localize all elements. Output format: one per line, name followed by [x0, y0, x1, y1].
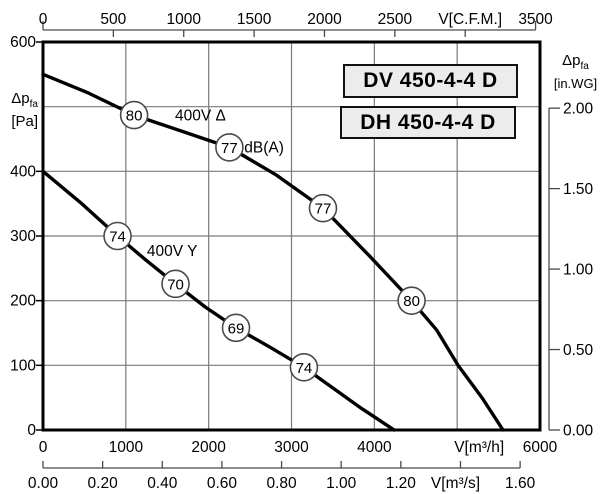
cfm-tick-label: 1500 — [237, 11, 272, 28]
cfm-tick-label: 0 — [39, 11, 48, 28]
db-badge-value: 80 — [403, 293, 420, 310]
m3s-tick-label: 1.00 — [326, 475, 357, 492]
db-badge-circle — [289, 352, 319, 382]
db-badge-value: 74 — [109, 229, 126, 246]
m3h-tick-label: 3000 — [274, 439, 309, 456]
m3s-tick-label: 0.00 — [28, 475, 59, 492]
m3s-tick-label: 0.20 — [88, 475, 119, 492]
m3s-tick-label: 0.40 — [147, 475, 178, 492]
inwg-tick-label: 2.00 — [563, 101, 594, 118]
db-badge-value: 77 — [221, 140, 238, 157]
m3h-tick-label: 0 — [39, 439, 48, 456]
pa-tick-label: 300 — [10, 228, 36, 245]
m3h-tick-label: 2000 — [191, 439, 226, 456]
m3s-axis-title: V[m³/s] — [431, 475, 480, 492]
inwg-tick-label: 0.00 — [563, 423, 594, 440]
db-badge-circle — [161, 269, 190, 299]
db-badge-circle — [215, 133, 244, 162]
inwg-tick-label: 1.00 — [563, 262, 594, 279]
m3s-tick-label: 1.20 — [386, 475, 417, 492]
db-badge-circle — [221, 313, 251, 343]
m3h-axis-title: V[m³/h] — [454, 439, 504, 456]
pa-tick-label: 100 — [10, 357, 36, 374]
db-badge-circle — [119, 100, 149, 130]
curve-annotation: 400V Δ — [175, 108, 226, 125]
annotations-group: 400V Δ dB(A) 400V Y — [147, 108, 284, 260]
right-axis-symbol: Δp — [562, 52, 581, 69]
cfm-tick-label: 500 — [100, 11, 126, 28]
cfm-axis-title: V[C.F.M.] — [438, 11, 502, 28]
inwg-tick-label: 0.50 — [563, 342, 594, 359]
db-badge-circle — [308, 193, 338, 223]
cfm-tick-label: 1000 — [166, 11, 201, 28]
left-axis-subscript: fa — [29, 99, 38, 110]
right-axis-unit-label: Δpfa [in.WG] — [551, 52, 600, 92]
cfm-tick-label: 3500 — [518, 11, 553, 28]
cfm-tick-label: 2500 — [378, 11, 413, 28]
right-axis-unit: [in.WG] — [553, 76, 598, 91]
db-badge-circle — [397, 286, 426, 315]
inwg-tick-label: 1.50 — [563, 181, 594, 198]
right-axis-subscript: fa — [580, 61, 589, 72]
pa-tick-label: 200 — [10, 293, 36, 310]
curve-annotation: 400V Y — [147, 243, 198, 260]
m3s-tick-label: 0.80 — [266, 475, 297, 492]
left-axis-unit: [Pa] — [11, 113, 38, 130]
m3h-tick-label: 4000 — [357, 439, 392, 456]
db-badge-value: 74 — [296, 360, 313, 377]
db-badge-value: 77 — [315, 201, 332, 218]
left-axis-symbol: Δp — [11, 90, 30, 107]
model-title-dv: DV 450-4-4 D — [343, 64, 518, 98]
db-badge-value: 80 — [126, 108, 143, 125]
model-title-dh: DH 450-4-4 D — [340, 106, 516, 139]
db-badge-value: 70 — [167, 276, 184, 293]
left-axis-unit-label: Δpfa [Pa] — [2, 90, 38, 130]
db-badges-group: 80 77 77 80 74 70 69 74 — [103, 100, 426, 382]
pa-tick-label: 0 — [27, 422, 36, 439]
curve-annotation: dB(A) — [244, 139, 284, 156]
m3h-tick-label: 1000 — [109, 439, 144, 456]
pa-tick-label: 600 — [10, 34, 36, 51]
cfm-tick-label: 2000 — [307, 11, 342, 28]
m3s-tick-label: 0.60 — [207, 475, 238, 492]
m3s-tick-label: 1.60 — [505, 475, 536, 492]
db-badge-value: 69 — [228, 320, 245, 337]
db-badge-circle — [103, 221, 132, 251]
m3h-tick-label: 6000 — [523, 439, 558, 456]
pa-tick-label: 400 — [10, 163, 36, 180]
